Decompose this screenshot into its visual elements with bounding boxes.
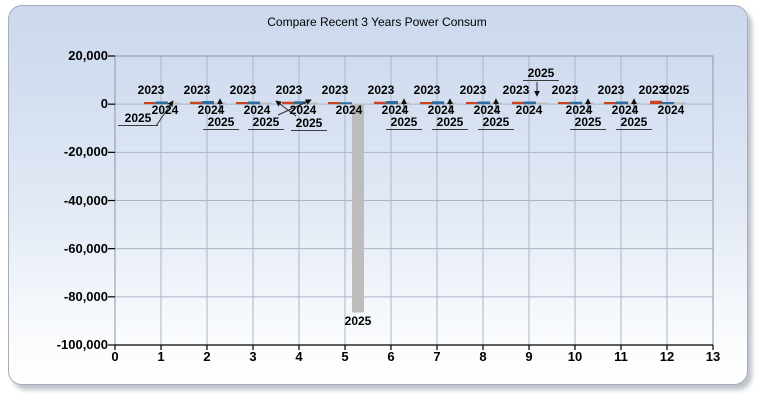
bar-2024-cat6 <box>386 101 398 105</box>
bar-2024-cat9 <box>524 101 536 105</box>
series-label-2023-cat12: 2023 <box>638 83 666 97</box>
bar-2023-cat3 <box>236 101 248 105</box>
x-axis-tick-label: 10 <box>567 349 583 364</box>
x-axis-tick-label: 2 <box>203 349 211 364</box>
series-label-2023-cat3: 2023 <box>229 83 257 97</box>
y-axis-tick-label: 20,000 <box>68 48 108 63</box>
bar-2023-cat6 <box>374 101 386 105</box>
bar-2024-cat7 <box>432 101 444 105</box>
series-label-2025-cat3: 2025 <box>291 117 327 131</box>
chart-panel <box>8 5 748 385</box>
bar-2024-cat8 <box>478 101 490 105</box>
series-label-2024-cat4: 2024 <box>289 103 317 117</box>
series-label-2025-cat9: 2025 <box>523 67 559 81</box>
series-label-2025-cat8: 2025 <box>478 116 514 130</box>
series-label-2023-cat8: 2023 <box>459 83 487 97</box>
y-axis-tick-label: -40,000 <box>63 192 108 208</box>
x-axis-tick-label: 13 <box>705 349 721 364</box>
series-label-2024-cat10: 2024 <box>565 103 593 117</box>
series-label-2024-cat8: 2024 <box>473 103 501 117</box>
y-axis-tick-label: -20,000 <box>63 144 108 160</box>
bar-2025-cat9 <box>536 102 548 105</box>
series-label-2025-cat7: 2025 <box>432 116 468 130</box>
series-label-2023-cat2: 2023 <box>183 83 211 97</box>
series-label-2023-cat10: 2023 <box>551 83 579 97</box>
series-label-2025-cat12: 2025 <box>662 83 690 97</box>
x-axis-tick-label: 11 <box>614 349 628 364</box>
x-axis-tick-label: 1 <box>157 349 165 364</box>
bar-2024-cat2 <box>202 101 214 105</box>
bar-2023-cat9 <box>512 101 524 105</box>
label-leader-arrow-cat4 <box>277 99 312 116</box>
bar-2024-cat10 <box>570 101 582 105</box>
bar-2024-cat11 <box>616 101 628 105</box>
bar-2025-cat5 <box>352 104 364 313</box>
x-axis-tick-label: 3 <box>249 349 257 364</box>
series-label-2024-cat9: 2024 <box>515 103 543 117</box>
series-label-2024-cat11: 2024 <box>611 103 639 117</box>
y-axis-tick-label: 0 <box>100 96 108 112</box>
label-leader-arrow-cat1 <box>155 100 174 127</box>
bar-2023-cat12 <box>650 100 662 105</box>
series-label-2023-cat9: 2023 <box>502 83 530 97</box>
bar-2024-cat3 <box>248 101 260 105</box>
y-axis-tick-label: -100,000 <box>56 337 108 352</box>
series-label-2025-cat5: 2025 <box>344 314 372 328</box>
x-axis-tick-label: 0 <box>111 349 119 364</box>
x-axis-tick-label: 4 <box>295 349 303 364</box>
x-axis-tick-label: 5 <box>341 349 349 364</box>
chart-title: Compare Recent 3 Years Power Consum <box>267 15 487 29</box>
series-label-2023-cat7: 2023 <box>413 83 441 97</box>
bar-2025-cat3 <box>260 102 272 105</box>
bar-2023-cat2 <box>190 101 202 105</box>
bar-2024-cat4 <box>294 101 306 105</box>
x-axis-tick-label: 12 <box>659 349 675 364</box>
series-label-2025-cat11: 2025 <box>616 116 652 130</box>
x-axis-tick-label: 8 <box>479 349 487 364</box>
series-label-2023-cat11: 2023 <box>597 83 625 97</box>
series-label-2025-cat2: 2025 <box>203 116 239 130</box>
series-label-2023-cat6: 2023 <box>367 83 395 97</box>
bar-2024-cat12 <box>662 101 674 105</box>
bar-2023-cat1 <box>144 101 156 105</box>
bar-2023-cat10 <box>558 101 570 105</box>
y-axis-tick-label: -60,000 <box>63 240 108 256</box>
x-axis-tick-label: 9 <box>525 349 533 364</box>
series-label-2024-cat12: 2024 <box>657 103 685 117</box>
series-label-2024-cat3: 2024 <box>243 103 271 117</box>
series-label-2025-cat10: 2025 <box>570 116 606 130</box>
bar-2025-cat12 <box>674 102 686 105</box>
bar-2023-cat8 <box>466 101 478 105</box>
label-leader-arrow-cat3 <box>275 100 297 117</box>
x-axis-tick-label: 7 <box>433 349 441 364</box>
series-label-2024-cat1: 2024 <box>151 103 179 117</box>
bar-2023-cat5 <box>328 101 340 105</box>
bar-2024-cat1 <box>156 101 168 105</box>
series-label-2024-cat6: 2024 <box>381 103 409 117</box>
series-label-2023-cat5: 2023 <box>321 83 349 97</box>
series-label-2025-cat6: 2025 <box>386 116 422 130</box>
y-axis-tick-label: -80,000 <box>63 288 108 304</box>
bar-2023-cat7 <box>420 101 432 105</box>
x-axis-tick-label: 6 <box>387 349 395 364</box>
bar-2025-cat4 <box>306 102 318 105</box>
series-label-2024-cat2: 2024 <box>197 103 225 117</box>
bar-2023-cat11 <box>604 101 616 105</box>
bar-2024-cat5 <box>340 102 352 105</box>
series-label-2024-cat7: 2024 <box>427 103 455 117</box>
series-label-2024-cat5: 2024 <box>335 103 363 117</box>
series-label-2025-cat1: 2025 <box>118 112 158 126</box>
bar-2023-cat4 <box>282 101 294 105</box>
series-label-2023-cat4: 2023 <box>275 83 303 97</box>
bar-2025-cat1 <box>168 102 180 105</box>
series-label-2025-cat4: 2025 <box>248 116 284 130</box>
series-label-2023-cat1: 2023 <box>137 83 165 97</box>
